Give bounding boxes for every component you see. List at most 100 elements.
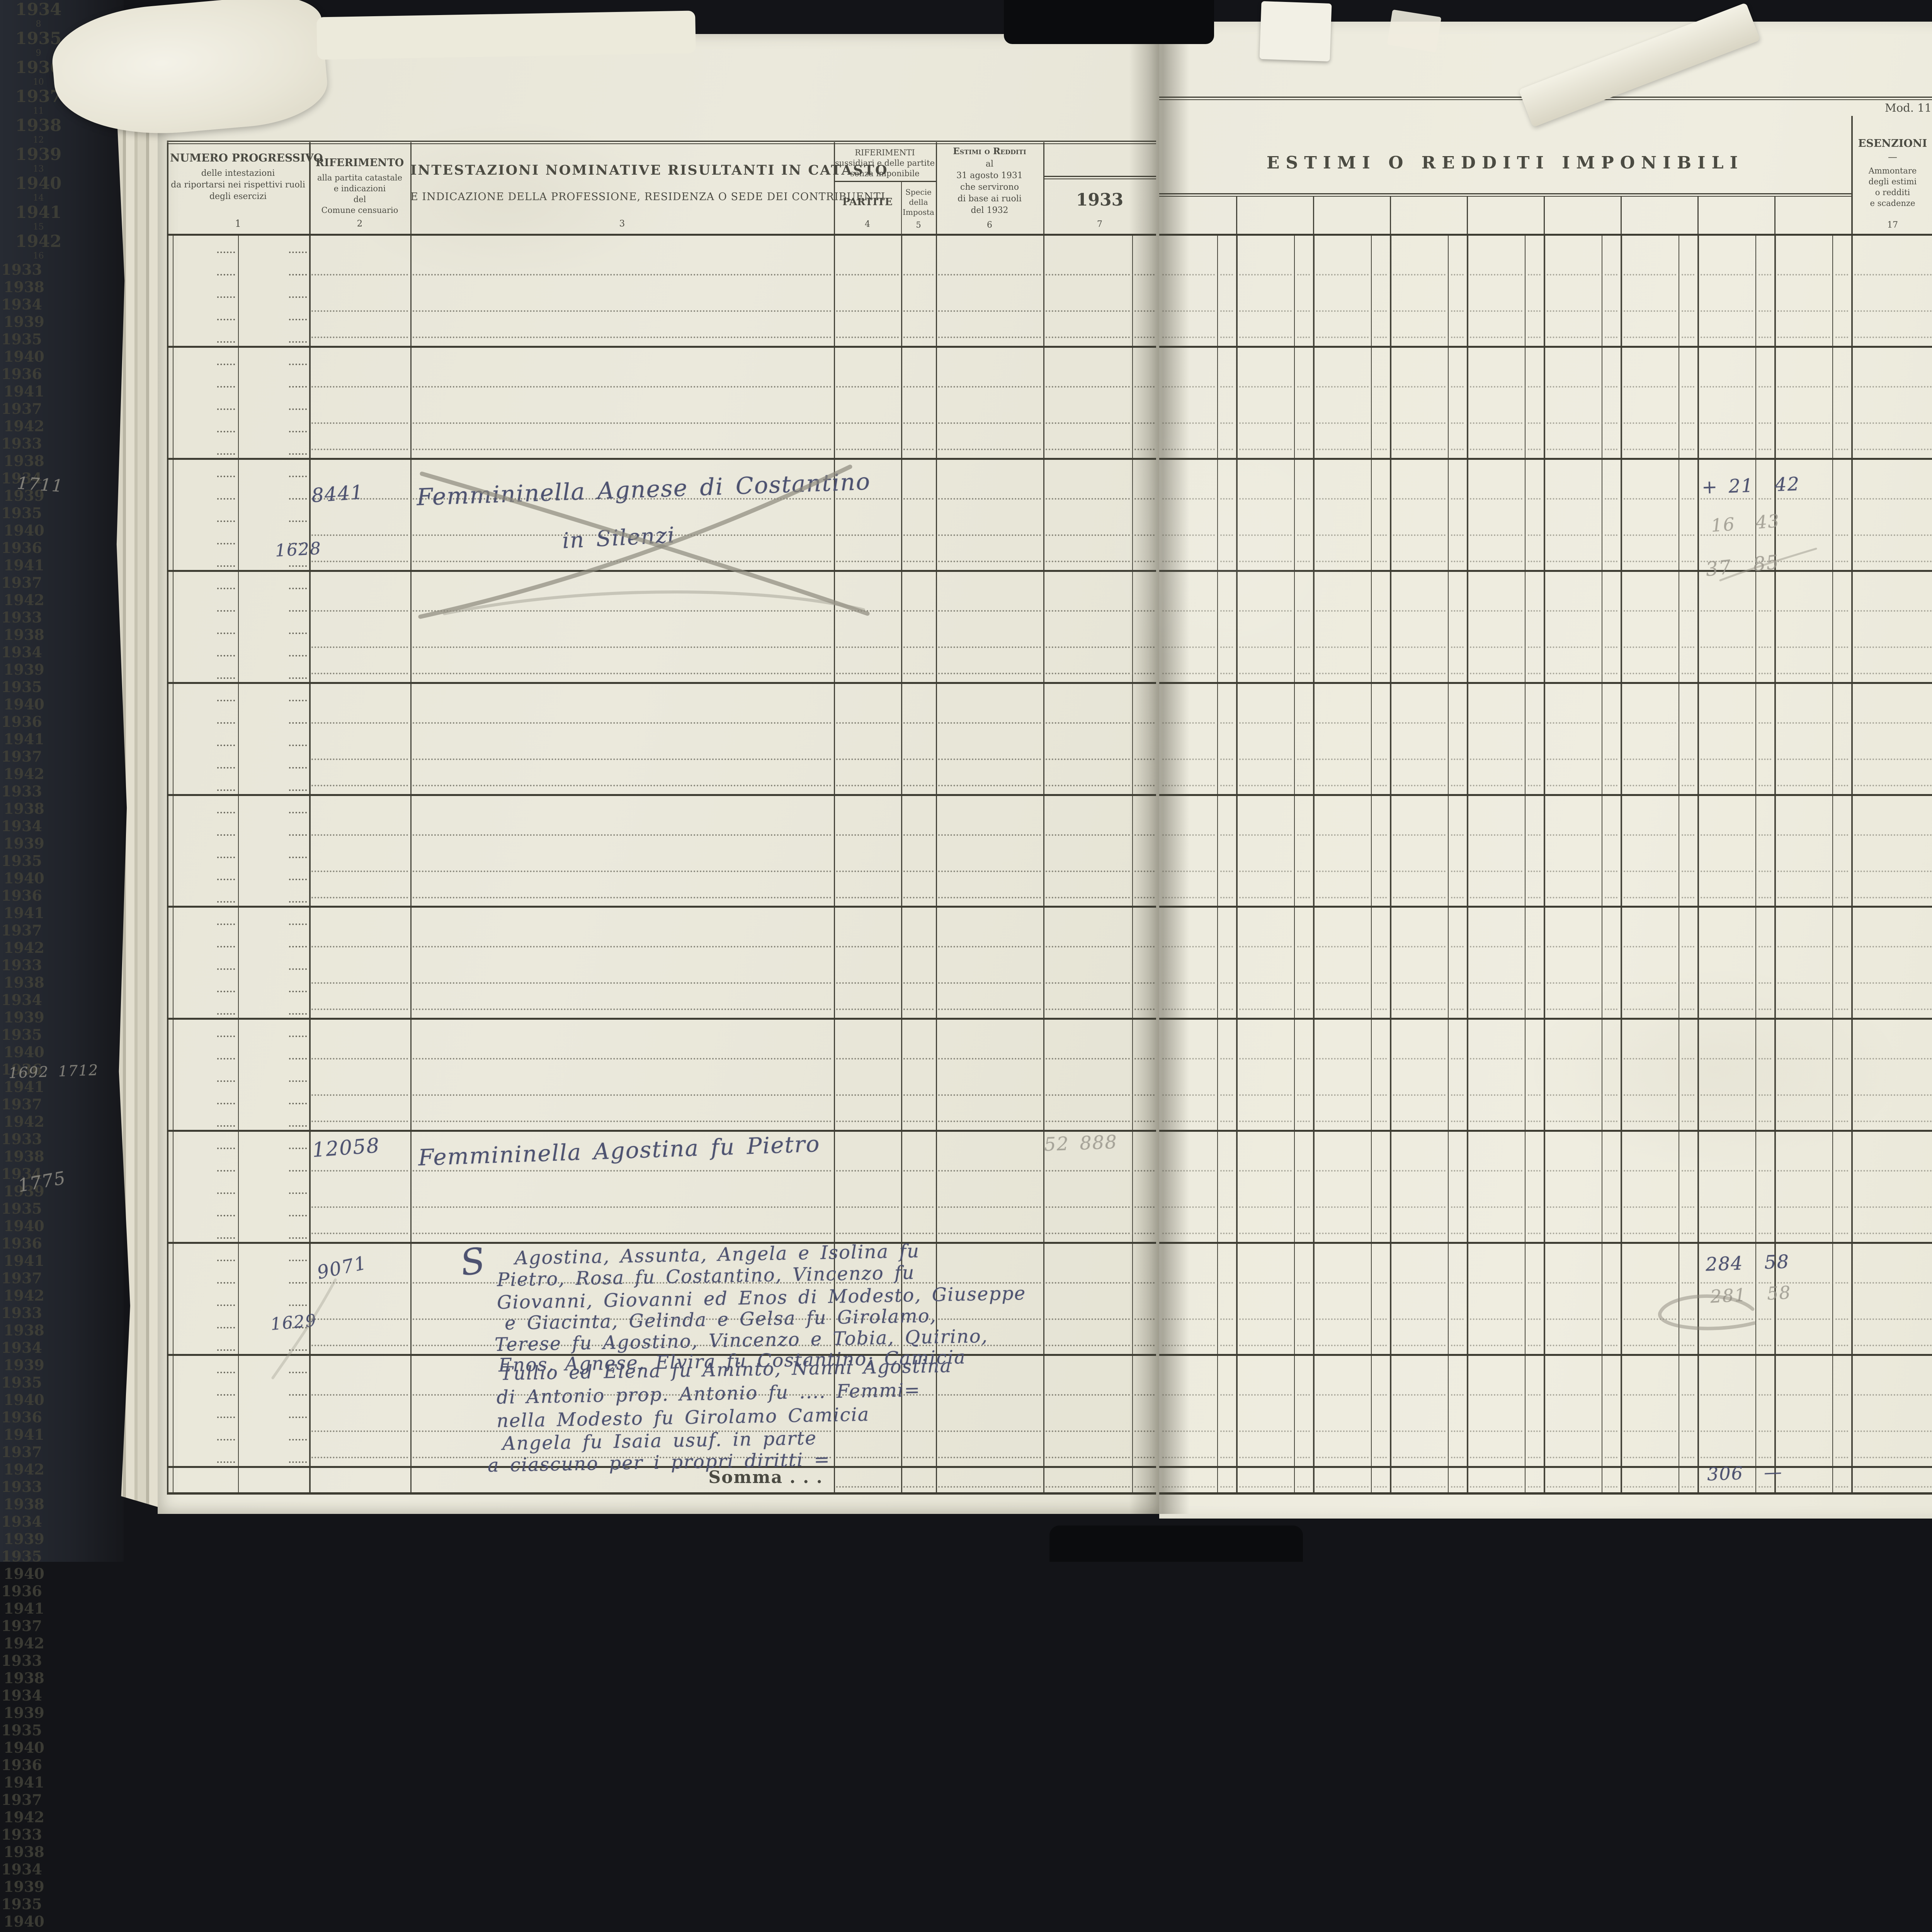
dotted-writing-line <box>1162 448 1215 450</box>
dotted-writing-line <box>938 784 1041 786</box>
dotted-writing-line <box>1777 1206 1830 1208</box>
dotted-writing-line <box>1297 310 1310 312</box>
table-rule-horizontal <box>167 1354 1156 1356</box>
exercise-year: 1938 <box>3 1148 44 1165</box>
exercise-year: 1938 <box>3 800 44 817</box>
dotted-writing-line <box>836 1206 899 1208</box>
dotted-writing-line <box>1316 1009 1369 1010</box>
dotted-writing-line <box>1451 1345 1464 1347</box>
dotted-writing-line <box>903 946 934 948</box>
dotted-writing-line <box>836 274 899 276</box>
dotted-writing-line <box>938 386 1041 388</box>
dotted-writing-line <box>1682 310 1694 312</box>
dotted-writing-line <box>1835 1430 1848 1432</box>
dotted-writing-line <box>1374 498 1387 500</box>
dotted-writing-line <box>1854 1233 1932 1235</box>
handwriting-b10_v2: 281 58 <box>1709 1282 1792 1307</box>
table-rule-vertical <box>1313 196 1314 234</box>
dotted-writing-line <box>1701 1486 1753 1488</box>
dotted-writing-line <box>1134 870 1155 872</box>
dotted-writing-line <box>1624 1233 1676 1235</box>
dotted-writing-line <box>1316 1058 1369 1060</box>
dotted-writing-line <box>1605 1058 1617 1060</box>
exercise-year: 1934 <box>1 296 42 313</box>
table-rule-horizontal <box>1159 794 1932 796</box>
dotted-writing-line <box>1682 758 1694 760</box>
exercise-year: 1938 <box>3 974 44 991</box>
dotted-writing-line <box>1134 1318 1155 1320</box>
dotted-writing-line <box>1239 1430 1292 1432</box>
dotted-writing-line <box>1624 1394 1676 1396</box>
dotted-writing-line <box>1239 784 1292 786</box>
dotted-writing-line <box>1046 1282 1130 1284</box>
dotted-writing-line <box>1134 1233 1155 1235</box>
dotted-writing-line <box>1682 448 1694 450</box>
dotted-writing-line <box>1239 1457 1292 1459</box>
dotted-writing-line <box>289 1417 307 1418</box>
dotted-writing-line <box>1162 896 1215 898</box>
dotted-writing-line <box>1682 1282 1694 1284</box>
dotted-writing-line <box>1134 337 1155 338</box>
dotted-writing-line <box>1316 1121 1369 1122</box>
dotted-writing-line <box>903 1457 934 1459</box>
dotted-writing-line <box>1374 337 1387 338</box>
dotted-writing-line <box>217 789 235 791</box>
dotted-writing-line <box>1547 534 1599 536</box>
dotted-writing-line <box>217 1170 235 1172</box>
dotted-writing-line <box>1393 1233 1446 1235</box>
dotted-writing-line <box>1134 758 1155 760</box>
dotted-writing-line <box>1046 1345 1130 1347</box>
dotted-writing-line <box>1046 1457 1130 1459</box>
dotted-writing-line <box>1470 1318 1522 1320</box>
dotted-writing-line <box>1297 834 1310 836</box>
dotted-writing-line <box>1605 646 1617 648</box>
dotted-writing-line <box>1682 1233 1694 1235</box>
dotted-writing-line <box>1297 1282 1310 1284</box>
esenzioni-number: 17 <box>1887 220 1898 230</box>
col6-number: 6 <box>987 220 992 230</box>
dotted-writing-line <box>1134 386 1155 388</box>
dotted-writing-line <box>1393 386 1446 388</box>
handwriting-b3_name2: in Silenzi <box>561 522 676 554</box>
dotted-writing-line <box>311 1430 408 1432</box>
dotted-writing-line <box>217 543 235 544</box>
dotted-writing-line <box>1528 758 1541 760</box>
dotted-writing-line <box>1835 784 1848 786</box>
dotted-writing-line <box>1451 1121 1464 1122</box>
dotted-writing-line <box>1854 274 1932 276</box>
table-rule-horizontal <box>167 457 1156 460</box>
dotted-writing-line <box>1374 672 1387 674</box>
dotted-writing-line <box>1854 310 1932 312</box>
dotted-writing-line <box>1854 1318 1932 1320</box>
dotted-writing-line <box>1759 1094 1771 1096</box>
dotted-writing-line <box>1605 982 1617 984</box>
dotted-writing-line <box>1451 896 1464 898</box>
dotted-writing-line <box>289 543 307 544</box>
dotted-writing-line <box>1854 722 1932 724</box>
dotted-writing-line <box>413 982 832 984</box>
dotted-writing-line <box>903 1170 934 1172</box>
dotted-writing-line <box>1046 1486 1130 1488</box>
dotted-writing-line <box>1605 560 1617 562</box>
dotted-writing-line <box>1046 1121 1130 1122</box>
table-rule-vertical <box>1851 234 1853 1492</box>
dotted-writing-line <box>1854 1282 1932 1284</box>
dotted-writing-line <box>1393 1094 1446 1096</box>
exercise-year: 1936 <box>1 1235 42 1252</box>
dotted-writing-line <box>1297 610 1310 612</box>
dotted-writing-line <box>1393 870 1446 872</box>
dotted-writing-line <box>1605 896 1617 898</box>
dotted-writing-line <box>1162 1206 1215 1208</box>
dotted-writing-line <box>1316 982 1369 984</box>
dotted-writing-line <box>1777 1282 1830 1284</box>
exercise-year: 1940 <box>3 1565 44 1582</box>
dotted-writing-line <box>1759 646 1771 648</box>
dotted-writing-line <box>1624 896 1676 898</box>
dotted-writing-line <box>1624 1318 1676 1320</box>
dotted-writing-line <box>1297 1457 1310 1459</box>
exercise-year: 1934 <box>1 817 42 835</box>
dotted-writing-line <box>1835 1094 1848 1096</box>
dotted-writing-line <box>1393 448 1446 450</box>
dotted-writing-line <box>289 453 307 455</box>
dotted-writing-line <box>1393 1206 1446 1208</box>
